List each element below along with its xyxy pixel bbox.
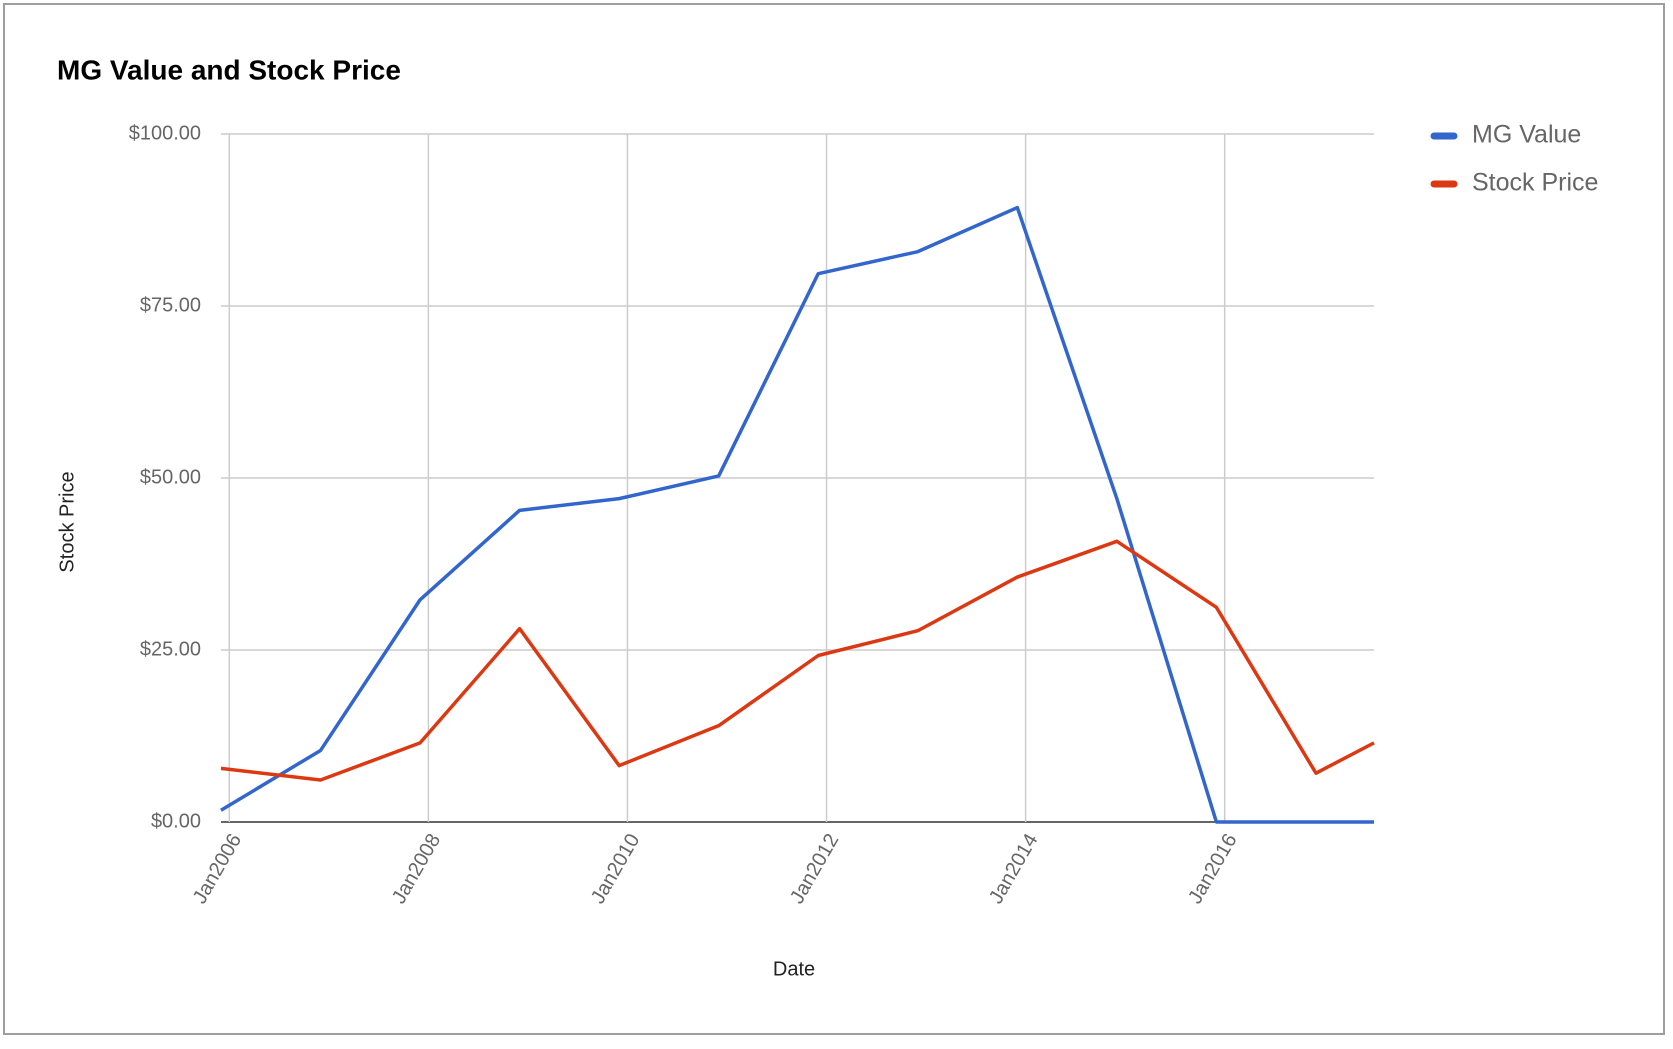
chart-title: MG Value and Stock Price: [57, 54, 401, 85]
y-tick-label: $25.00: [140, 638, 201, 660]
line-series: [220, 205, 1374, 824]
y-tick-label: $50.00: [140, 466, 201, 488]
y-axis-label: Stock Price: [56, 471, 78, 572]
line-series: [220, 539, 1375, 782]
x-axis-label: Date: [773, 958, 815, 980]
y-tick-label: $100.00: [129, 122, 201, 144]
chart-frame: [3, 3, 1665, 1035]
y-tick-label: $75.00: [140, 294, 201, 316]
y-tick-label: $0.00: [151, 810, 201, 832]
legend-label: MG Value: [1472, 121, 1581, 149]
legend-label: Stock Price: [1472, 169, 1598, 197]
